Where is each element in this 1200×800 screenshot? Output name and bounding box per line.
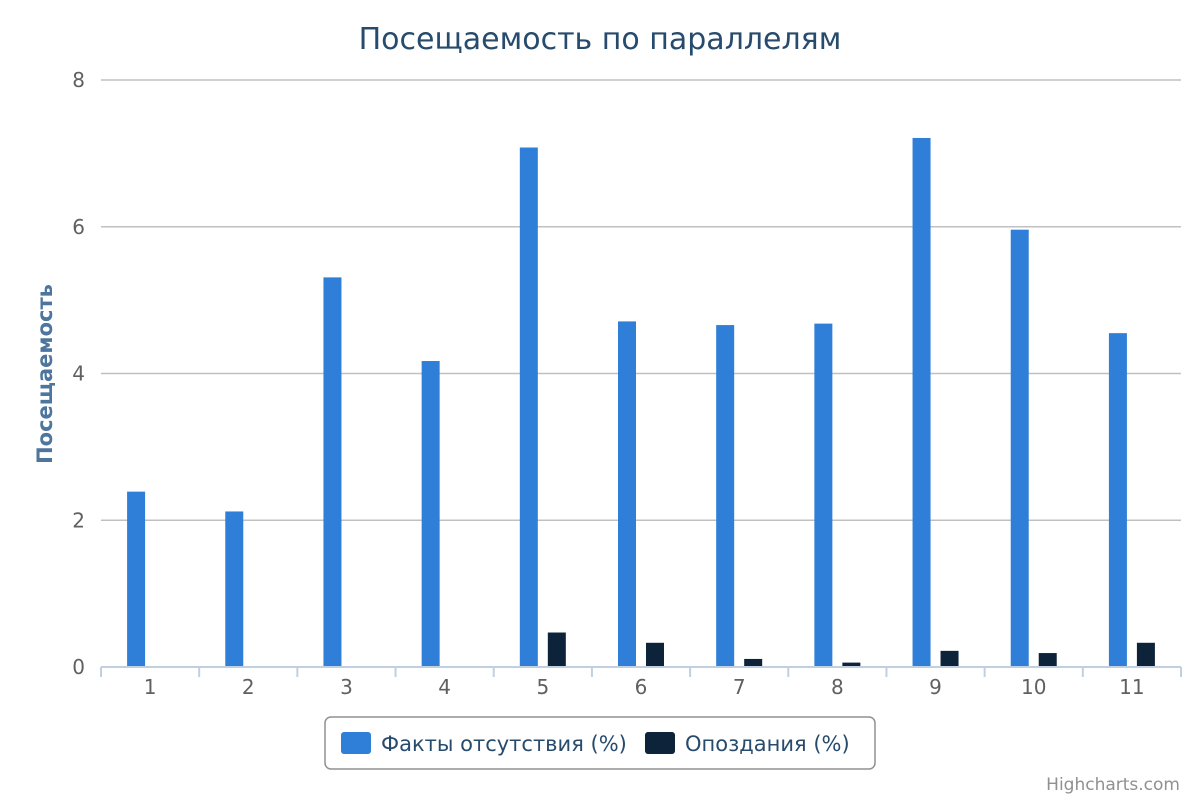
bar-absences-6[interactable] (618, 321, 636, 667)
grid-lines (101, 79, 1181, 521)
y-tick-label: 4 (72, 362, 85, 386)
bar-absences-5[interactable] (519, 147, 538, 667)
bar-lateness-5[interactable] (547, 632, 566, 667)
legend-box (324, 716, 876, 770)
x-tick-label: 8 (831, 675, 844, 699)
credits-link[interactable]: Highcharts.com (1046, 775, 1180, 795)
legend: Факты отсутствия (%) Опоздания (%) (324, 716, 876, 770)
bar-absences-10[interactable] (1010, 229, 1029, 667)
bar-absences-11[interactable] (1108, 333, 1127, 667)
x-tick-label: 6 (635, 675, 648, 699)
bar-lateness-11[interactable] (1136, 642, 1155, 667)
bar-absences-1[interactable] (127, 491, 146, 667)
legend-label-absences: Факты отсутствия (%) (381, 732, 627, 756)
x-tick-label: 5 (536, 675, 549, 699)
y-tick-label: 8 (72, 68, 85, 92)
x-tick-label: 9 (929, 675, 942, 699)
bar-lateness-7[interactable] (744, 658, 763, 667)
x-tick-label: 4 (438, 675, 451, 699)
bar-absences-8[interactable] (814, 323, 833, 667)
bars (127, 137, 1155, 667)
legend-item-absences[interactable]: Факты отсутствия (%) (341, 732, 627, 756)
legend-item-lateness[interactable]: Опоздания (%) (645, 732, 850, 756)
y-tick-label: 2 (72, 508, 85, 532)
y-tick-label: 6 (72, 215, 85, 239)
bar-absences-2[interactable] (225, 511, 244, 667)
legend-swatch-lateness (645, 732, 675, 754)
x-tick-label: 3 (340, 675, 353, 699)
x-tick-label: 1 (144, 675, 157, 699)
bar-lateness-8[interactable] (842, 662, 861, 667)
x-tick-label: 11 (1119, 675, 1144, 699)
x-tick-label: 2 (242, 675, 255, 699)
legend-label-lateness: Опоздания (%) (685, 732, 850, 756)
legend-swatch-absences (341, 732, 371, 754)
bar-lateness-9[interactable] (940, 650, 959, 667)
bar-lateness-6[interactable] (646, 642, 664, 667)
chart-title: Посещаемость по параллелям (359, 22, 842, 57)
bar-absences-9[interactable] (912, 137, 931, 667)
bar-absences-3[interactable] (323, 277, 342, 667)
y-tick-label: 0 (72, 655, 85, 679)
y-axis-label: Посещаемость (33, 284, 57, 464)
bar-absences-7[interactable] (716, 325, 735, 667)
x-axis: 1 2 3 4 5 6 7 8 9 10 11 (100, 666, 1182, 699)
x-tick-label: 10 (1021, 675, 1046, 699)
bar-lateness-10[interactable] (1038, 653, 1057, 667)
x-tick-label: 7 (733, 675, 746, 699)
bar-absences-4[interactable] (421, 361, 440, 667)
y-axis-ticks: 0 2 4 6 8 (72, 68, 85, 679)
